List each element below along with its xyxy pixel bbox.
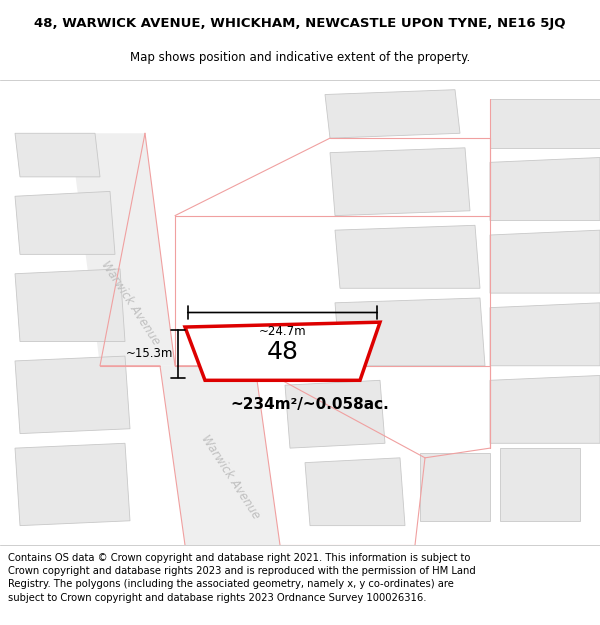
Polygon shape xyxy=(490,99,600,148)
Polygon shape xyxy=(490,230,600,293)
Polygon shape xyxy=(335,298,485,366)
Polygon shape xyxy=(325,89,460,138)
Polygon shape xyxy=(420,453,490,521)
Text: Map shows position and indicative extent of the property.: Map shows position and indicative extent… xyxy=(130,51,470,64)
Polygon shape xyxy=(490,158,600,221)
Text: Warwick Avenue: Warwick Avenue xyxy=(98,258,162,348)
Text: ~15.3m: ~15.3m xyxy=(125,347,173,360)
Polygon shape xyxy=(330,148,470,216)
Polygon shape xyxy=(160,366,280,545)
Polygon shape xyxy=(15,443,130,526)
Polygon shape xyxy=(185,322,380,380)
Polygon shape xyxy=(15,191,115,254)
Text: 48: 48 xyxy=(266,341,299,364)
Polygon shape xyxy=(15,133,100,177)
Polygon shape xyxy=(490,302,600,366)
Polygon shape xyxy=(335,225,480,288)
Text: 48, WARWICK AVENUE, WHICKHAM, NEWCASTLE UPON TYNE, NE16 5JQ: 48, WARWICK AVENUE, WHICKHAM, NEWCASTLE … xyxy=(34,18,566,31)
Polygon shape xyxy=(285,380,385,448)
Text: Contains OS data © Crown copyright and database right 2021. This information is : Contains OS data © Crown copyright and d… xyxy=(8,553,476,602)
Polygon shape xyxy=(500,448,580,521)
Text: ~234m²/~0.058ac.: ~234m²/~0.058ac. xyxy=(230,397,389,412)
Polygon shape xyxy=(490,376,600,443)
Text: ~24.7m: ~24.7m xyxy=(259,325,307,338)
Text: Warwick Avenue: Warwick Avenue xyxy=(198,432,262,522)
Polygon shape xyxy=(305,458,405,526)
Polygon shape xyxy=(15,356,130,434)
Polygon shape xyxy=(70,133,175,366)
Polygon shape xyxy=(15,269,125,341)
